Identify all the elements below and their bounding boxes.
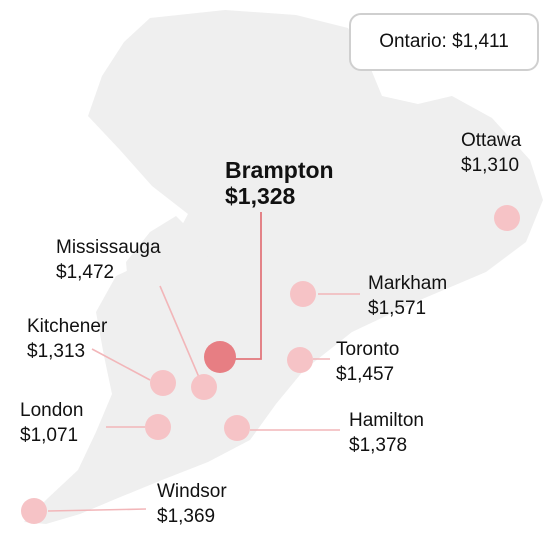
hamilton-name-label: Hamilton: [349, 410, 424, 431]
london-name-label: London: [20, 400, 83, 421]
brampton-name-label: Brampton: [225, 157, 334, 183]
toronto-name-label: Toronto: [336, 339, 399, 360]
toronto-value-label: $1,457: [336, 364, 394, 385]
ottawa-marker[interactable]: [494, 205, 520, 231]
province-value: $1,411: [452, 31, 509, 52]
hamilton-value-label: $1,378: [349, 435, 407, 456]
peninsula-shape: [126, 216, 214, 330]
kitchener-leader-line: [91, 348, 151, 381]
province-land-shape: [24, 10, 543, 524]
province-label: Ontario:: [379, 31, 447, 52]
kitchener-value-label: $1,313: [27, 341, 85, 362]
windsor-value-label: $1,369: [157, 506, 215, 527]
markham-marker[interactable]: [290, 281, 316, 307]
brampton-value-label: $1,328: [225, 183, 296, 209]
windsor-name-label: Windsor: [157, 481, 227, 502]
mississauga-name-label: Mississauga: [56, 237, 161, 258]
province-average-box: Ontario: $1,411: [349, 13, 539, 71]
mississauga-marker[interactable]: [191, 374, 217, 400]
hamilton-marker[interactable]: [224, 415, 250, 441]
kitchener-marker[interactable]: [150, 370, 176, 396]
windsor-leader-line: [47, 508, 147, 512]
windsor-marker[interactable]: [21, 498, 47, 524]
kitchener-name-label: Kitchener: [27, 316, 108, 337]
markham-name-label: Markham: [368, 273, 447, 294]
brampton-marker[interactable]: [204, 341, 236, 373]
ottawa-name-label: Ottawa: [461, 130, 522, 151]
london-value-label: $1,071: [20, 425, 78, 446]
mississauga-value-label: $1,472: [56, 262, 114, 283]
markham-value-label: $1,571: [368, 298, 426, 319]
mississauga-leader-line: [159, 285, 202, 383]
london-marker[interactable]: [145, 414, 171, 440]
ottawa-value-label: $1,310: [461, 155, 519, 176]
toronto-marker[interactable]: [287, 347, 313, 373]
